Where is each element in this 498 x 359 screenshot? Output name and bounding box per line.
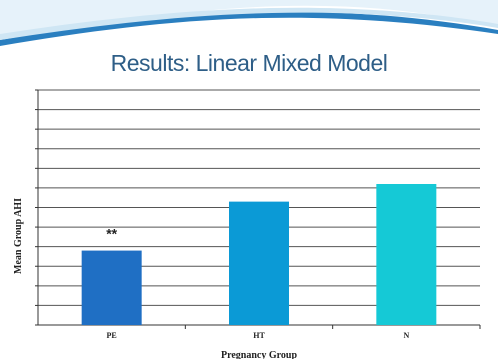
x-axis-label: Pregnancy Group (221, 350, 297, 359)
significance-annotation: ** (106, 226, 117, 242)
chart-bars: ** (81, 184, 437, 325)
slide-title: Results: Linear Mixed Model (110, 50, 388, 76)
header-swoosh (0, 0, 498, 47)
bar-ht (229, 201, 289, 325)
bar-pe (81, 250, 142, 325)
x-tick-label: N (403, 331, 409, 340)
y-axis-label: Mean Group AHI (13, 198, 24, 274)
bar-n (376, 184, 437, 325)
x-tick-label: HT (253, 331, 265, 340)
x-tick-label: PE (107, 331, 117, 340)
